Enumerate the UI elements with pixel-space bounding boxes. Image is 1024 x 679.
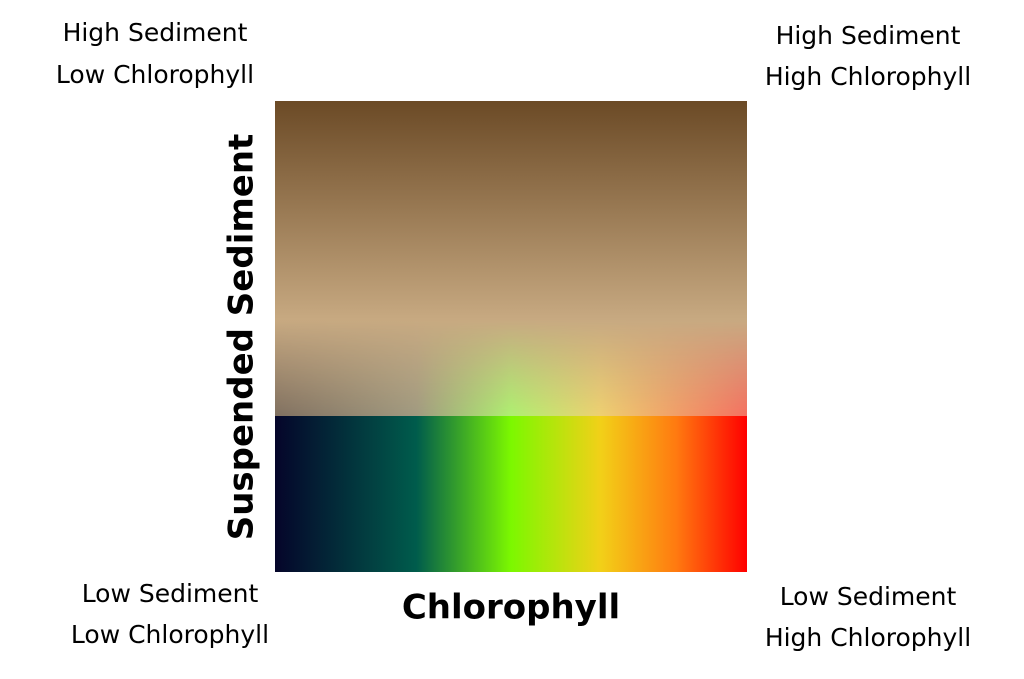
corner-label: Low Chlorophyll bbox=[56, 60, 254, 89]
corner-label: High Sediment bbox=[63, 18, 248, 47]
corner-label: High Chlorophyll bbox=[765, 623, 971, 652]
corner-label: Low Chlorophyll bbox=[71, 620, 269, 649]
chlorophyll-gradient bbox=[275, 416, 747, 572]
y-axis-label: Suspended Sediment bbox=[222, 134, 262, 541]
corner-label: High Chlorophyll bbox=[765, 62, 971, 91]
corner-label: High Sediment bbox=[776, 21, 961, 50]
corner-label: Low Sediment bbox=[780, 582, 957, 611]
x-axis-label: Chlorophyll bbox=[402, 588, 620, 628]
corner-label: Low Sediment bbox=[82, 579, 259, 608]
blend-gradient bbox=[275, 320, 747, 416]
